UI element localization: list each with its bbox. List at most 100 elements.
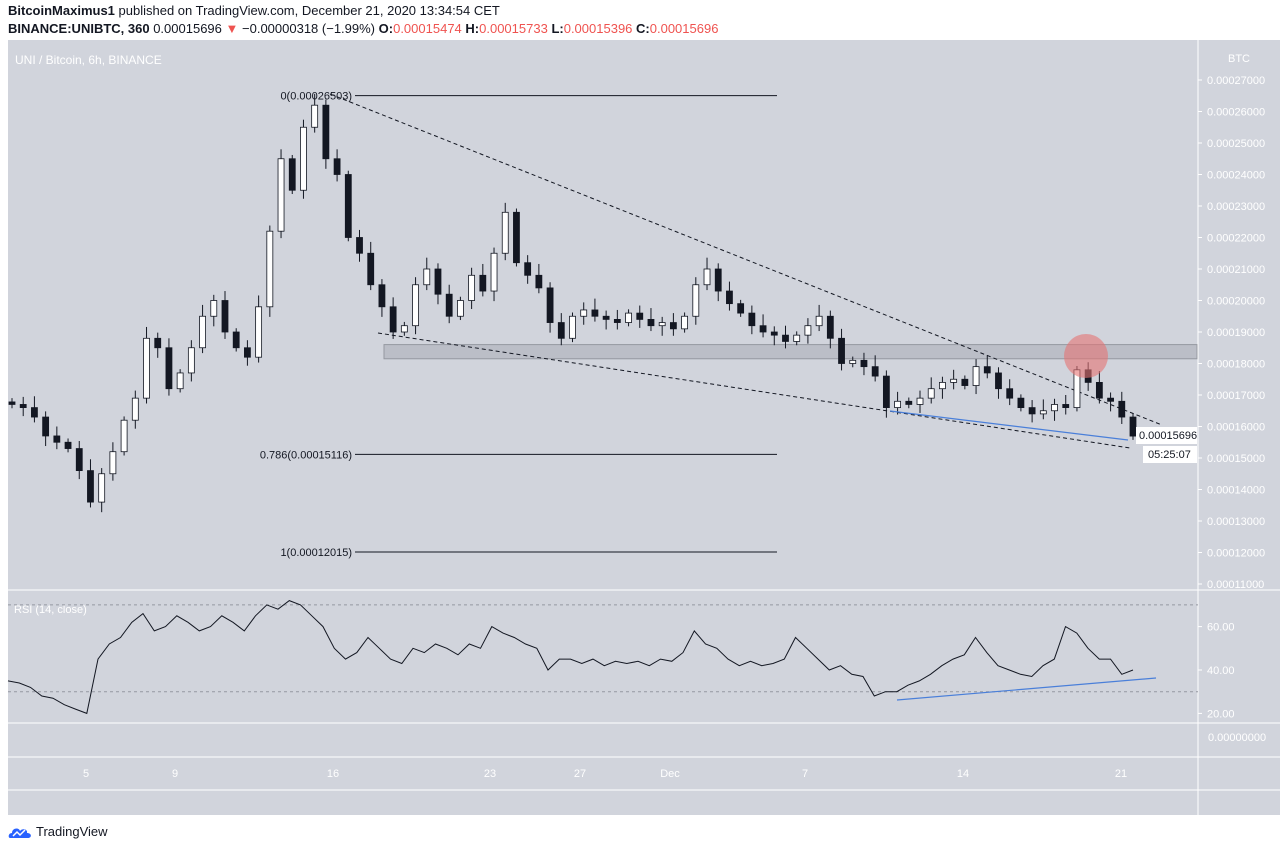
candle[interactable] xyxy=(1129,413,1137,440)
candle[interactable] xyxy=(939,376,946,399)
candle[interactable] xyxy=(961,375,969,390)
candle[interactable] xyxy=(53,426,61,450)
candle[interactable] xyxy=(658,316,666,336)
candle[interactable] xyxy=(8,398,16,409)
candle[interactable] xyxy=(165,338,173,396)
candle[interactable] xyxy=(894,391,901,415)
candle[interactable] xyxy=(389,297,397,339)
candle[interactable] xyxy=(501,202,509,261)
candle[interactable] xyxy=(255,295,263,363)
candle[interactable] xyxy=(333,149,341,182)
candle[interactable] xyxy=(524,255,532,284)
rsi-line[interactable] xyxy=(7,600,1134,715)
candle[interactable] xyxy=(1039,399,1047,420)
candle[interactable] xyxy=(154,332,162,358)
candle[interactable] xyxy=(782,325,789,349)
candle[interactable] xyxy=(557,313,565,346)
candle[interactable] xyxy=(356,229,363,262)
candle[interactable] xyxy=(860,352,868,376)
candle[interactable] xyxy=(882,370,890,418)
candle[interactable] xyxy=(434,263,442,305)
candle[interactable] xyxy=(748,305,756,335)
price-support-trendline[interactable] xyxy=(889,410,1129,441)
candle[interactable] xyxy=(378,279,386,317)
candle[interactable] xyxy=(1062,395,1070,415)
candle[interactable] xyxy=(513,208,520,267)
candle[interactable] xyxy=(647,308,655,332)
candle[interactable] xyxy=(1118,391,1126,424)
candle[interactable] xyxy=(871,355,879,382)
candle[interactable] xyxy=(1051,398,1058,421)
candle[interactable] xyxy=(19,396,27,417)
candle[interactable] xyxy=(31,396,38,423)
candle[interactable] xyxy=(815,304,823,332)
candle[interactable] xyxy=(602,310,610,330)
candle[interactable] xyxy=(490,247,498,302)
candle[interactable] xyxy=(838,328,845,371)
candle[interactable] xyxy=(1028,400,1036,423)
candle[interactable] xyxy=(737,299,745,317)
rejection-highlight-circle[interactable] xyxy=(1064,334,1108,378)
rsi-support-trendline[interactable] xyxy=(896,677,1157,701)
candle[interactable] xyxy=(42,411,50,447)
candle[interactable] xyxy=(344,170,352,242)
candle[interactable] xyxy=(972,359,980,395)
candle[interactable] xyxy=(535,263,543,294)
candle[interactable] xyxy=(468,267,476,310)
candle[interactable] xyxy=(703,257,711,291)
candle[interactable] xyxy=(905,397,913,409)
candle[interactable] xyxy=(131,390,139,429)
candle[interactable] xyxy=(87,459,94,508)
candle[interactable] xyxy=(456,296,464,321)
descending-resistance-line[interactable] xyxy=(329,93,1163,426)
candle[interactable] xyxy=(244,340,251,366)
candle[interactable] xyxy=(176,369,184,393)
descending-support-line[interactable] xyxy=(377,332,1131,449)
candle[interactable] xyxy=(569,312,576,343)
candle[interactable] xyxy=(1017,394,1025,412)
candle[interactable] xyxy=(916,390,924,413)
candle[interactable] xyxy=(692,277,700,325)
candle[interactable] xyxy=(793,331,801,346)
candle[interactable] xyxy=(479,263,487,297)
candle[interactable] xyxy=(950,369,958,390)
candle[interactable] xyxy=(143,326,150,404)
candle[interactable] xyxy=(826,310,834,349)
candle[interactable] xyxy=(681,312,688,333)
candle[interactable] xyxy=(75,440,83,480)
candle[interactable] xyxy=(199,304,206,354)
tradingview-logo[interactable]: TradingView xyxy=(8,824,108,839)
candle[interactable] xyxy=(232,328,240,352)
candle[interactable] xyxy=(445,284,453,324)
candle[interactable] xyxy=(849,356,857,368)
candle[interactable] xyxy=(669,313,677,336)
candle[interactable] xyxy=(759,314,767,338)
candle[interactable] xyxy=(367,241,375,291)
candle[interactable] xyxy=(423,257,431,291)
candle[interactable] xyxy=(412,277,419,335)
candle[interactable] xyxy=(591,298,599,322)
candle[interactable] xyxy=(995,367,1002,399)
candle[interactable] xyxy=(726,281,733,311)
candle[interactable] xyxy=(210,294,218,327)
candle[interactable] xyxy=(288,154,296,195)
candle[interactable] xyxy=(770,326,778,346)
candle[interactable] xyxy=(1006,379,1014,406)
candle[interactable] xyxy=(120,416,128,456)
candle[interactable] xyxy=(546,282,554,333)
candle[interactable] xyxy=(400,321,408,336)
candle[interactable] xyxy=(98,468,106,513)
candle[interactable] xyxy=(322,99,330,169)
candle[interactable] xyxy=(109,442,117,481)
candle[interactable] xyxy=(221,291,229,339)
candle[interactable] xyxy=(983,355,991,379)
candle[interactable] xyxy=(1095,371,1103,404)
candle[interactable] xyxy=(187,340,195,382)
candle[interactable] xyxy=(64,438,72,453)
candle[interactable] xyxy=(613,309,621,330)
candle[interactable] xyxy=(300,119,307,199)
candle[interactable] xyxy=(804,318,812,344)
candle[interactable] xyxy=(714,263,722,302)
candle[interactable] xyxy=(266,225,274,317)
